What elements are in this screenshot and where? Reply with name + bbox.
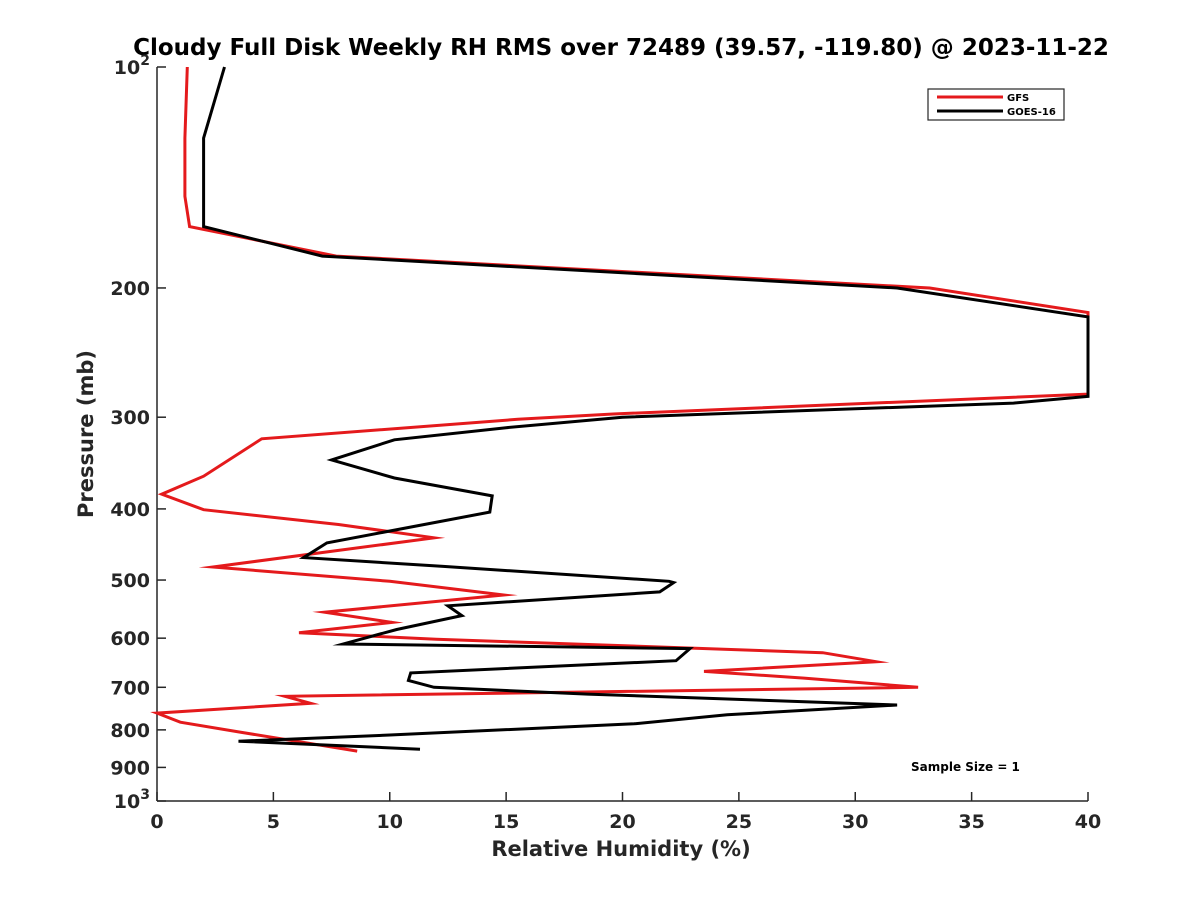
y-tick-label: 400 bbox=[110, 499, 150, 521]
y-axis-label: Pressure (mb) bbox=[74, 350, 98, 518]
y-tick-label: 500 bbox=[110, 570, 150, 592]
y-tick-exponent: 3 bbox=[140, 787, 150, 803]
y-tick-label: 600 bbox=[110, 628, 150, 650]
y-tick-base: 700 bbox=[110, 677, 150, 699]
y-tick-base: 300 bbox=[110, 407, 150, 429]
chart-title: Cloudy Full Disk Weekly RH RMS over 7248… bbox=[133, 35, 1109, 61]
y-tick-label: 700 bbox=[110, 677, 150, 699]
series-line-gfs bbox=[150, 66, 1090, 753]
y-tick-label: 102 bbox=[114, 53, 150, 79]
y-tick-base: 900 bbox=[110, 757, 150, 779]
legend-box bbox=[927, 88, 1065, 121]
y-tick-base: 600 bbox=[110, 628, 150, 650]
x-tick-label: 5 bbox=[267, 811, 280, 833]
x-tick-label: 30 bbox=[842, 811, 868, 833]
x-tick-label: 35 bbox=[958, 811, 984, 833]
x-axis-ticks: 0 5 10 15 20 25 30 35 40 bbox=[150, 792, 1101, 833]
y-tick-base: 10 bbox=[114, 791, 140, 813]
x-tick-label: 10 bbox=[377, 811, 403, 833]
legend-label: GFS bbox=[1007, 93, 1029, 104]
x-axis-label: Relative Humidity (%) bbox=[491, 837, 750, 861]
x-tick-label: 25 bbox=[726, 811, 752, 833]
y-tick-label: 200 bbox=[110, 278, 150, 300]
y-tick-base: 500 bbox=[110, 570, 150, 592]
series-lines bbox=[150, 66, 1090, 753]
y-tick-base: 400 bbox=[110, 499, 150, 521]
y-tick-label: 800 bbox=[110, 720, 150, 742]
legend: GFS GOES-16 bbox=[927, 88, 1065, 121]
y-tick-base: 200 bbox=[110, 278, 150, 300]
x-tick-label: 0 bbox=[150, 811, 163, 833]
y-tick-label: 103 bbox=[114, 787, 150, 813]
x-tick-label: 20 bbox=[609, 811, 635, 833]
y-tick-base: 800 bbox=[110, 720, 150, 742]
y-tick-exponent: 2 bbox=[140, 53, 150, 69]
y-tick-label: 900 bbox=[110, 757, 150, 779]
sample-size-annotation: Sample Size = 1 bbox=[911, 760, 1020, 774]
y-tick-label: 300 bbox=[110, 407, 150, 429]
x-tick-label: 15 bbox=[493, 811, 519, 833]
legend-label: GOES-16 bbox=[1007, 107, 1056, 118]
y-tick-base: 10 bbox=[114, 57, 140, 79]
x-tick-label: 40 bbox=[1075, 811, 1101, 833]
series-line-goes-16 bbox=[202, 66, 1090, 751]
